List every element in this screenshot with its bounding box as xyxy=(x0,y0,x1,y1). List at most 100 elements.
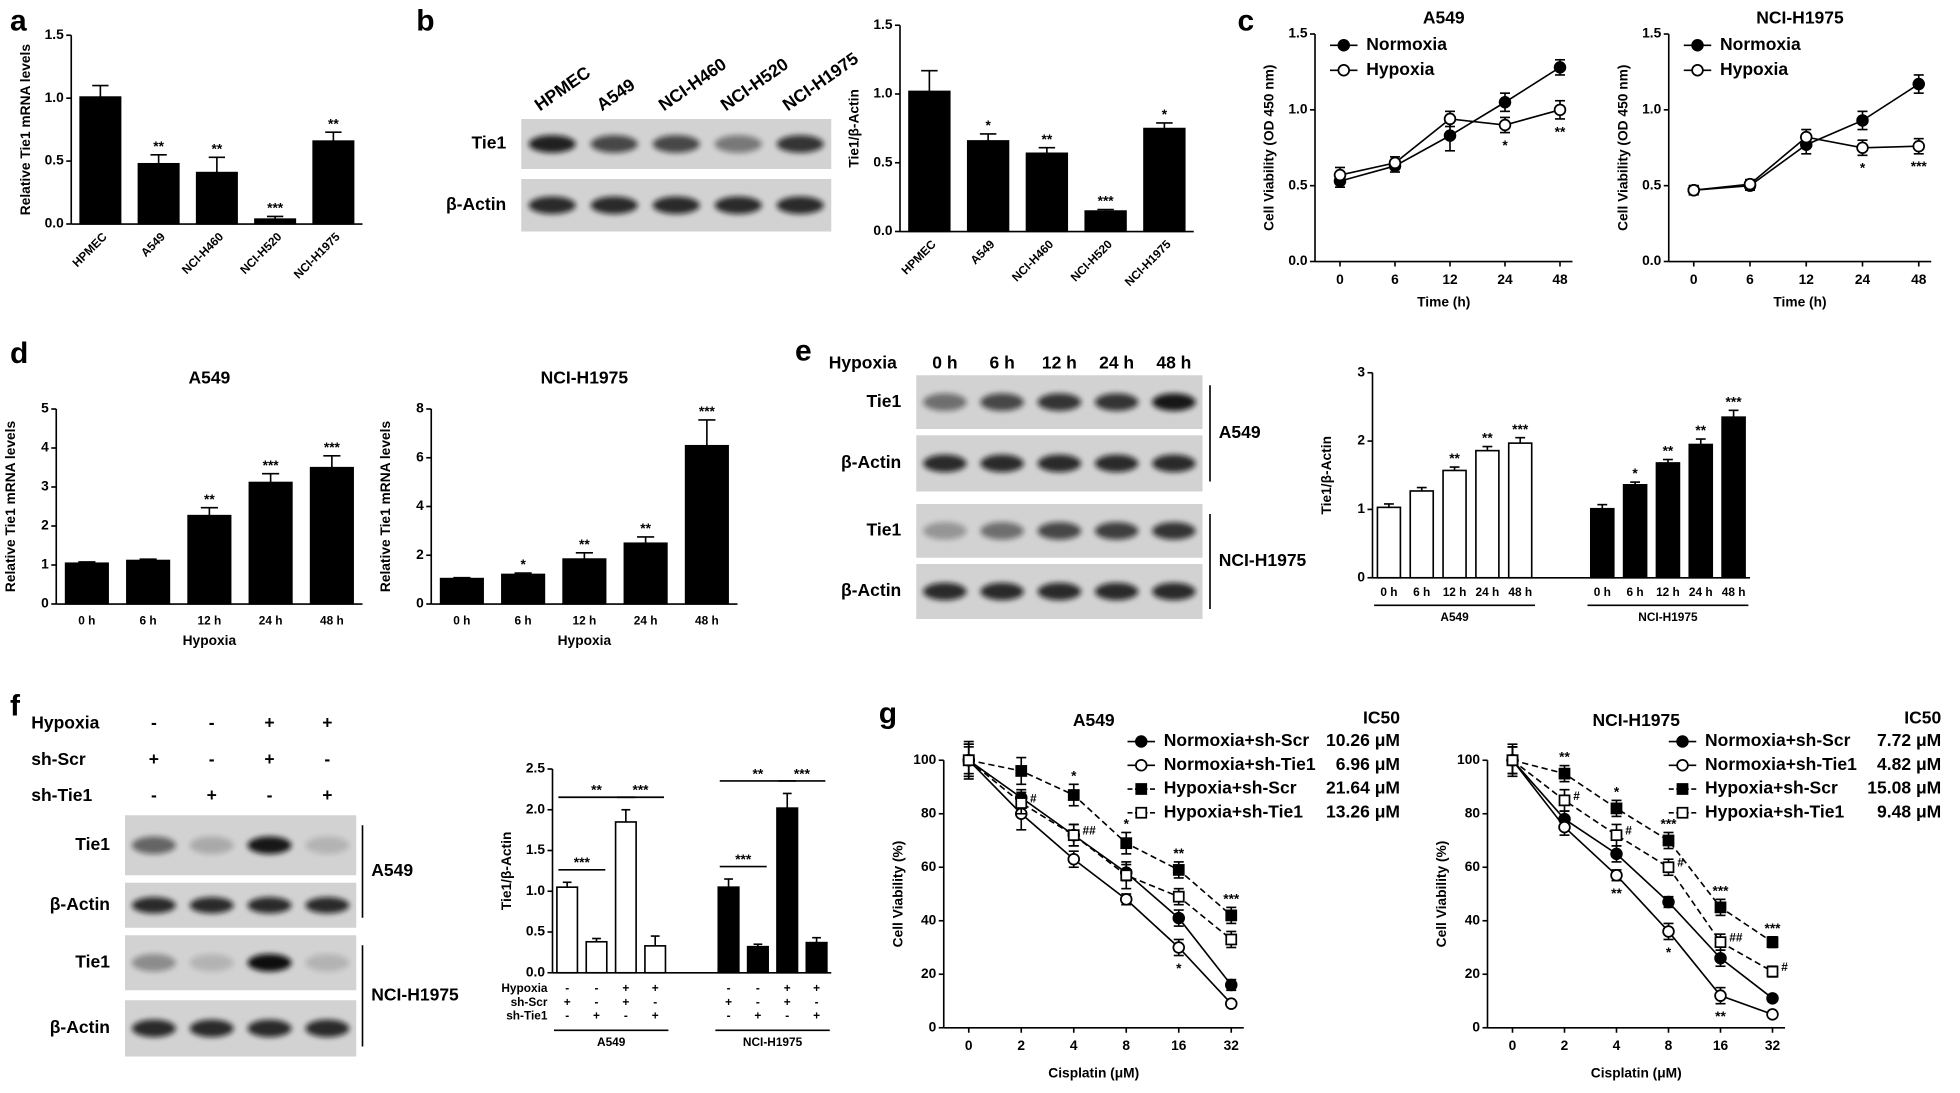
bar xyxy=(717,886,740,974)
condition-value: - xyxy=(151,785,157,805)
y-tick-label: 100 xyxy=(913,752,936,767)
bar xyxy=(1409,490,1435,579)
point xyxy=(1443,112,1457,126)
significance: ** xyxy=(204,492,215,507)
point xyxy=(1553,103,1567,117)
legend-marker xyxy=(1337,39,1350,52)
x-tick-label: 12 xyxy=(1799,272,1815,287)
y-tick-label: 1.5 xyxy=(873,17,892,32)
condition-value: + xyxy=(813,981,820,995)
row-label: Tie1 xyxy=(867,391,902,411)
ic50-value: 6.96 μM xyxy=(1336,754,1400,774)
series-line xyxy=(1512,759,1773,973)
legend-marker xyxy=(1676,806,1689,819)
point xyxy=(1714,989,1727,1002)
condition-value: - xyxy=(209,713,215,733)
y-tick-label: 2 xyxy=(1357,433,1365,448)
blot-band xyxy=(1037,454,1082,473)
point xyxy=(1662,925,1675,938)
x-axis-label: Cisplatin (μM) xyxy=(1591,1066,1682,1081)
condition-value: + xyxy=(622,981,629,995)
series-line xyxy=(1511,759,1773,999)
significance: * xyxy=(1124,817,1130,832)
legend-label: Hypoxia+sh-Tie1 xyxy=(1164,801,1304,821)
x-tick-label: 48 xyxy=(1911,272,1927,287)
significance: *** xyxy=(1512,422,1529,437)
legend-label: Hypoxia+sh-Scr xyxy=(1164,778,1297,798)
chart-title: NCI-H1975 xyxy=(541,368,629,388)
x-tick-label: 16 xyxy=(1713,1038,1729,1053)
row-label: Tie1 xyxy=(867,520,902,540)
legend-header: IC50 xyxy=(1363,708,1400,728)
x-tick-label: 48 h xyxy=(695,614,719,628)
x-tick-label: 2 xyxy=(1561,1038,1569,1053)
significance: *** xyxy=(699,404,716,419)
condition-value: + xyxy=(622,995,629,1009)
blot-band xyxy=(1094,582,1139,601)
blot-band xyxy=(131,836,176,854)
point xyxy=(1120,837,1133,850)
y-tick-label: 2 xyxy=(416,547,424,562)
bar xyxy=(805,941,828,974)
condition-value: + xyxy=(813,1009,820,1023)
bar xyxy=(746,945,769,974)
legend-header: IC50 xyxy=(1904,708,1941,728)
x-tick-label: 2 xyxy=(1017,1038,1025,1053)
bar xyxy=(623,542,668,605)
significance: ** xyxy=(579,537,590,552)
x-axis-label: Hypoxia xyxy=(183,633,237,648)
y-tick-label: 5 xyxy=(41,401,49,416)
point xyxy=(1558,820,1571,834)
blot-band xyxy=(528,135,576,153)
blot-band xyxy=(1152,393,1196,411)
bar xyxy=(562,558,607,605)
y-tick-label: 40 xyxy=(1465,912,1481,927)
ic50-value: 4.82 μM xyxy=(1877,754,1941,774)
point xyxy=(1714,901,1727,914)
condition-value: - xyxy=(624,1009,628,1023)
condition-value: + xyxy=(264,713,274,733)
point xyxy=(1067,789,1080,801)
point xyxy=(1015,765,1028,777)
y-tick-label: 0 xyxy=(1472,1019,1480,1034)
x-tick-label: 8 xyxy=(1122,1038,1130,1053)
point xyxy=(1766,936,1779,949)
bar xyxy=(501,573,546,605)
condition-value: + xyxy=(322,785,332,805)
significance: ** xyxy=(1559,750,1570,765)
point xyxy=(1856,114,1869,127)
x-axis-label: Hypoxia xyxy=(558,633,612,648)
point xyxy=(1912,139,1925,153)
significance: ** xyxy=(1173,846,1184,861)
legend-label: Normoxia+sh-Tie1 xyxy=(1705,754,1857,774)
blot-band xyxy=(247,954,292,972)
y-tick-label: 1.0 xyxy=(1642,101,1661,116)
blot-band xyxy=(1152,522,1196,540)
bar xyxy=(1442,469,1467,579)
y-tick-label: 3 xyxy=(1357,364,1365,379)
significance: *** xyxy=(263,458,280,473)
bar xyxy=(187,514,232,605)
x-tick-label: 48 h xyxy=(320,614,344,628)
condition-value: + xyxy=(652,981,659,995)
condition-value: - xyxy=(727,1009,731,1023)
y-tick-label: 4 xyxy=(416,498,424,513)
condition-value: - xyxy=(565,1009,569,1023)
blot-band xyxy=(528,196,576,214)
bar xyxy=(1143,127,1186,233)
x-tick-label: 12 h xyxy=(573,614,597,628)
bar xyxy=(614,821,637,974)
blot-band xyxy=(1152,582,1196,601)
x-tick-label: 6 xyxy=(1746,272,1754,287)
point xyxy=(1714,936,1727,949)
point xyxy=(1610,829,1623,842)
bar xyxy=(1721,416,1746,579)
x-tick-label: 48 h xyxy=(1508,585,1532,599)
chart-title: A549 xyxy=(188,368,230,388)
blot-band xyxy=(652,135,700,153)
point xyxy=(1225,933,1238,946)
blot-band xyxy=(305,1019,350,1038)
condition-value: + xyxy=(322,713,332,733)
condition-value: - xyxy=(209,749,215,769)
bar xyxy=(312,140,355,225)
